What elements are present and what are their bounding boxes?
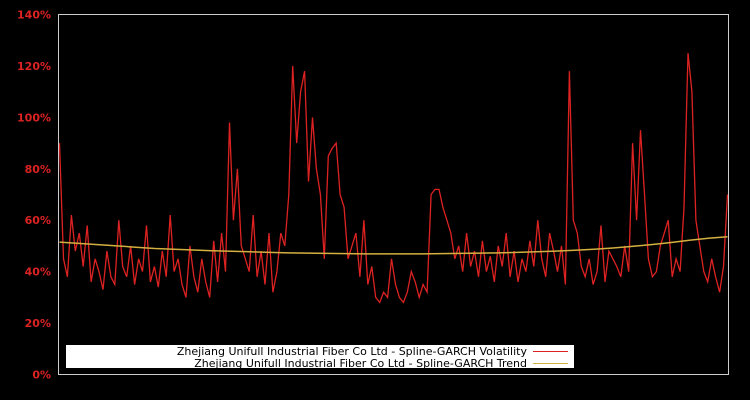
y-tick-label: 20% xyxy=(25,317,51,330)
y-tick-label: 0% xyxy=(32,369,51,382)
plot-frame xyxy=(58,14,729,375)
legend-label-trend: Zhejiang Unifull Industrial Fiber Co Ltd… xyxy=(194,357,527,370)
y-tick-label: 40% xyxy=(25,266,51,279)
trend-line xyxy=(59,235,728,255)
y-tick-label: 60% xyxy=(25,214,51,227)
y-tick-label: 100% xyxy=(17,111,51,124)
volatility-line xyxy=(58,53,729,304)
series-layer xyxy=(58,53,729,304)
legend-label-volatility: Zhejiang Unifull Industrial Fiber Co Ltd… xyxy=(177,345,528,358)
legend: Zhejiang Unifull Industrial Fiber Co Ltd… xyxy=(66,345,574,370)
legend-box xyxy=(66,345,574,368)
y-tick-label: 140% xyxy=(17,9,51,22)
y-axis-ticks: 0% 20% 40% 60% 80% 100% 120% 140% xyxy=(17,9,51,382)
y-tick-label: 80% xyxy=(25,163,51,176)
y-tick-label: 120% xyxy=(17,60,51,73)
